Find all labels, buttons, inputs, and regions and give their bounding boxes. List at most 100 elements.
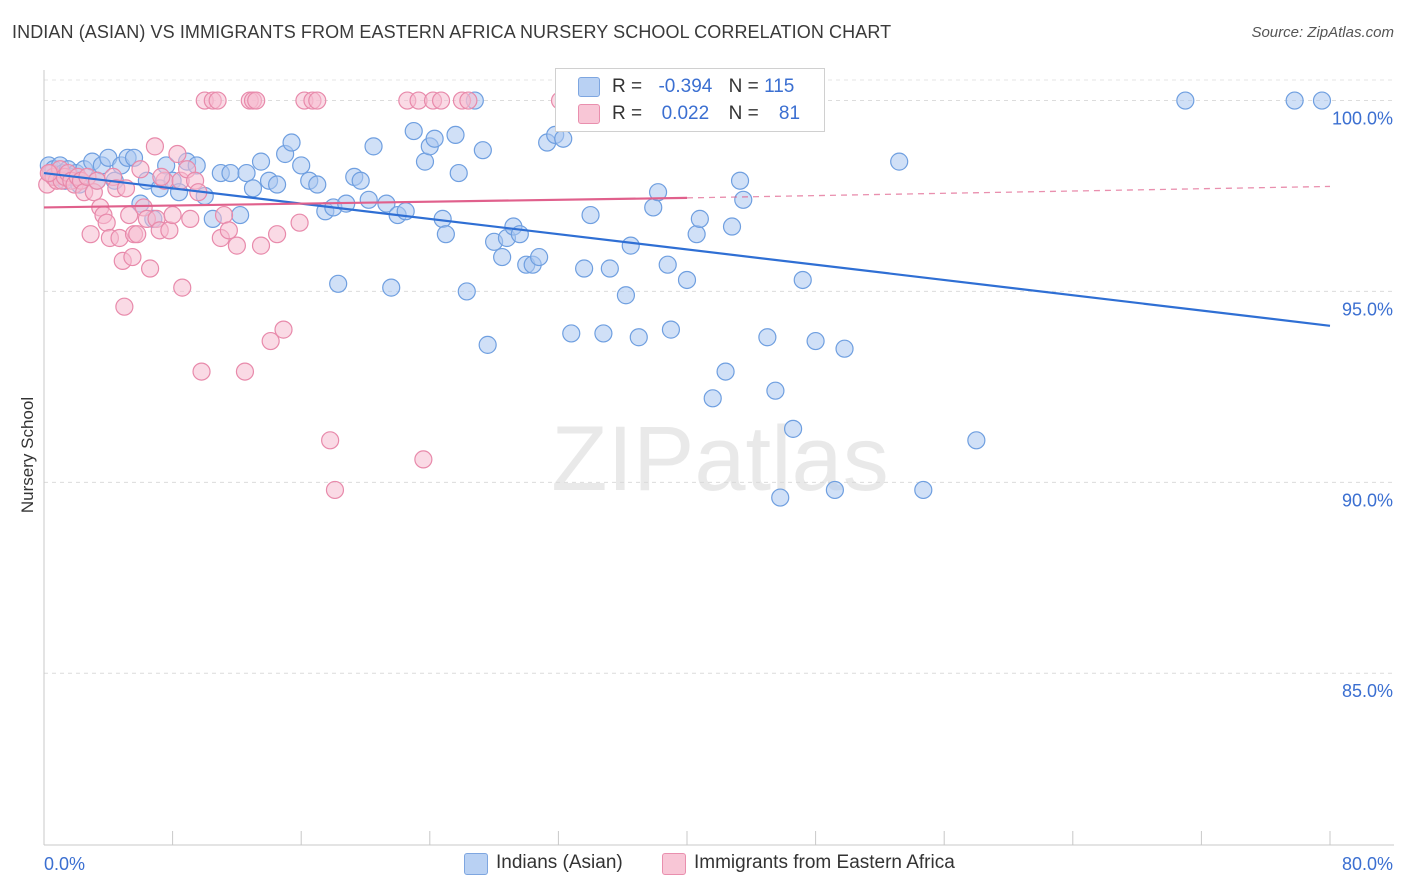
data-point — [581, 205, 600, 225]
data-point — [436, 225, 455, 244]
data-point — [575, 259, 594, 278]
r-label: R = — [612, 76, 643, 97]
data-point — [459, 91, 478, 110]
chart-source: Source: ZipAtlas.com — [1251, 24, 1394, 41]
y-tick-label: 90.0% — [1342, 490, 1393, 510]
data-point — [221, 163, 240, 183]
data-point — [173, 278, 192, 297]
legend-swatch-eastern-africa — [662, 853, 686, 875]
data-point — [594, 324, 613, 343]
r-value-indians: -0.394 — [658, 76, 713, 97]
data-point — [292, 156, 311, 175]
data-point — [616, 286, 636, 305]
data-point — [243, 179, 263, 198]
data-point — [530, 247, 549, 267]
data-point — [267, 225, 287, 244]
data-point — [478, 335, 497, 354]
data-point — [290, 213, 309, 232]
y-tick-label: 95.0% — [1342, 299, 1393, 319]
data-point — [600, 259, 619, 278]
data-point — [890, 152, 909, 171]
data-point — [97, 213, 116, 232]
r-value-eastern-africa: 0.022 — [661, 103, 710, 124]
n-value-indians: 115 — [764, 76, 795, 97]
data-point — [123, 247, 142, 267]
x-tick-label-max: 80.0% — [1342, 854, 1393, 874]
data-point — [554, 129, 573, 148]
data-point — [282, 133, 301, 152]
data-point — [730, 171, 750, 190]
data-point — [766, 381, 785, 400]
data-point — [145, 137, 165, 156]
data-point — [181, 209, 200, 228]
data-point — [128, 225, 147, 244]
data-point — [267, 175, 287, 194]
data-point — [758, 328, 777, 347]
data-point — [825, 480, 844, 500]
data-point — [562, 324, 581, 343]
y-tick-label: 85.0% — [1342, 681, 1393, 701]
data-point — [208, 91, 227, 110]
data-point — [1176, 91, 1195, 110]
data-points — [38, 91, 1332, 507]
data-point — [251, 236, 271, 255]
data-point — [382, 278, 401, 297]
data-point — [140, 259, 160, 278]
data-point — [677, 270, 697, 290]
trend-line-indians — [43, 171, 1331, 327]
data-point — [629, 328, 648, 347]
data-point — [716, 362, 735, 381]
r-label: R = — [612, 103, 643, 124]
axis-labels: 100.0% 95.0% 90.0% 85.0% 0.0% 80.0% — [44, 109, 1393, 874]
data-point — [214, 205, 234, 225]
data-point — [1285, 91, 1304, 110]
x-tick-label-min: 0.0% — [44, 854, 85, 874]
data-point — [806, 331, 825, 351]
legend-label-indians: Indians (Asian) — [496, 852, 623, 873]
swatch-indians — [578, 77, 600, 97]
data-point — [231, 205, 250, 225]
data-point — [621, 236, 640, 255]
data-point — [308, 91, 327, 110]
data-point — [967, 431, 986, 450]
data-point — [473, 141, 492, 160]
data-point — [364, 137, 383, 156]
n-label: N = — [728, 103, 759, 124]
data-point — [703, 389, 722, 408]
data-point — [219, 221, 238, 240]
series-legend: Indians (Asian) Immigrants from Eastern … — [0, 852, 1406, 878]
data-point — [431, 91, 451, 110]
data-point — [493, 247, 512, 267]
data-point — [658, 255, 677, 274]
data-point — [687, 225, 706, 244]
data-point — [152, 167, 171, 186]
data-point — [404, 121, 423, 141]
chart-title: INDIAN (ASIAN) VS IMMIGRANTS FROM EASTER… — [12, 22, 892, 42]
data-point — [131, 160, 150, 179]
data-point — [308, 175, 327, 194]
data-point — [644, 198, 663, 217]
axes — [43, 70, 1394, 846]
data-point — [734, 190, 753, 209]
data-point — [192, 362, 211, 381]
data-point — [1312, 91, 1332, 110]
trend-line-eastern-africa — [43, 196, 688, 209]
data-point — [648, 183, 668, 202]
data-point — [235, 362, 255, 381]
data-point — [690, 209, 709, 228]
legend-label-eastern-africa: Immigrants from Eastern Africa — [694, 852, 955, 873]
data-point — [835, 339, 854, 358]
data-point — [446, 125, 465, 145]
data-point — [251, 152, 271, 171]
series-eastern-africa — [38, 91, 592, 500]
data-point — [163, 205, 182, 225]
data-point — [81, 225, 100, 244]
trend-line-extension — [686, 185, 1331, 199]
data-point — [261, 331, 280, 351]
data-point — [914, 480, 933, 500]
data-point — [377, 194, 396, 213]
data-point — [351, 171, 370, 190]
data-point — [227, 236, 246, 255]
data-point — [359, 190, 378, 209]
